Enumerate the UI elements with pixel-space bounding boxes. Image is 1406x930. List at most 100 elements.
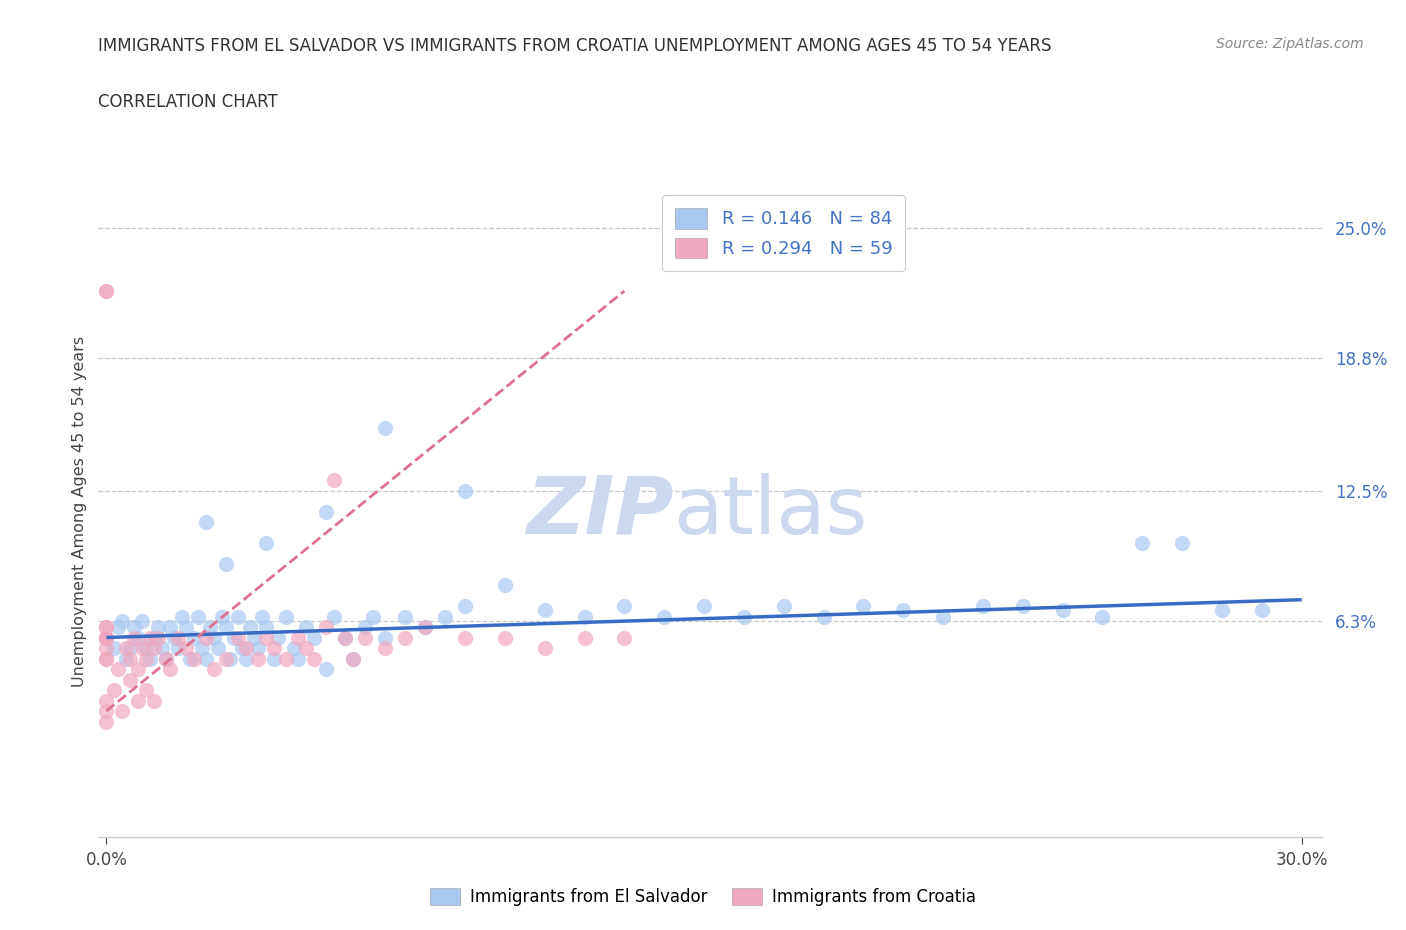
Point — [254, 536, 277, 551]
Point — [454, 599, 477, 614]
Point — [1250, 603, 1272, 618]
Point — [183, 630, 205, 644]
Point — [115, 651, 138, 666]
Point — [852, 599, 875, 614]
Point — [813, 609, 835, 624]
Point — [274, 651, 297, 666]
Point — [533, 603, 555, 618]
Point — [96, 651, 118, 666]
Point — [413, 619, 436, 634]
Point — [124, 619, 146, 634]
Point — [219, 651, 242, 666]
Point — [363, 609, 385, 624]
Point — [267, 630, 290, 644]
Point — [96, 651, 118, 666]
Point — [239, 619, 262, 634]
Point — [263, 641, 285, 656]
Point — [335, 630, 357, 644]
Legend: Immigrants from El Salvador, Immigrants from Croatia: Immigrants from El Salvador, Immigrants … — [423, 881, 983, 912]
Point — [211, 609, 233, 624]
Point — [191, 641, 214, 656]
Point — [302, 630, 325, 644]
Point — [215, 619, 238, 634]
Point — [354, 619, 377, 634]
Point — [693, 599, 716, 614]
Point — [202, 630, 225, 644]
Point — [96, 630, 118, 644]
Point — [107, 619, 129, 634]
Point — [1052, 603, 1074, 618]
Point — [294, 619, 316, 634]
Point — [250, 609, 273, 624]
Point — [574, 630, 596, 644]
Point — [107, 661, 129, 676]
Point — [315, 661, 337, 676]
Point — [302, 651, 325, 666]
Point — [120, 641, 142, 656]
Point — [226, 630, 249, 644]
Point — [574, 609, 596, 624]
Point — [454, 630, 477, 644]
Point — [148, 619, 170, 634]
Point — [322, 472, 344, 487]
Point — [139, 630, 162, 644]
Text: IMMIGRANTS FROM EL SALVADOR VS IMMIGRANTS FROM CROATIA UNEMPLOYMENT AMONG AGES 4: IMMIGRANTS FROM EL SALVADOR VS IMMIGRANT… — [98, 37, 1052, 55]
Point — [1211, 603, 1233, 618]
Point — [231, 641, 253, 656]
Y-axis label: Unemployment Among Ages 45 to 54 years: Unemployment Among Ages 45 to 54 years — [72, 336, 87, 687]
Point — [96, 619, 118, 634]
Point — [246, 651, 269, 666]
Point — [96, 641, 118, 656]
Point — [287, 630, 309, 644]
Point — [1130, 536, 1153, 551]
Point — [111, 704, 134, 719]
Point — [172, 609, 194, 624]
Point — [195, 651, 218, 666]
Point — [150, 641, 173, 656]
Point — [413, 619, 436, 634]
Point — [103, 641, 125, 656]
Point — [183, 651, 205, 666]
Point — [139, 651, 162, 666]
Point — [174, 619, 197, 634]
Point — [111, 613, 134, 628]
Text: ZIP: ZIP — [526, 472, 673, 551]
Point — [96, 630, 118, 644]
Point — [96, 630, 118, 644]
Point — [207, 641, 229, 656]
Point — [103, 683, 125, 698]
Point — [143, 693, 166, 708]
Point — [342, 651, 364, 666]
Point — [1011, 599, 1033, 614]
Point — [96, 284, 118, 299]
Point — [652, 609, 675, 624]
Point — [187, 609, 209, 624]
Point — [533, 641, 555, 656]
Legend: R = 0.146   N = 84, R = 0.294   N = 59: R = 0.146 N = 84, R = 0.294 N = 59 — [662, 195, 905, 271]
Point — [283, 641, 305, 656]
Point — [120, 672, 142, 687]
Point — [613, 630, 636, 644]
Point — [374, 641, 396, 656]
Point — [254, 619, 277, 634]
Point — [246, 641, 269, 656]
Point — [135, 651, 157, 666]
Point — [179, 651, 201, 666]
Point — [374, 630, 396, 644]
Point — [235, 641, 257, 656]
Point — [131, 641, 153, 656]
Point — [155, 651, 177, 666]
Point — [163, 630, 186, 644]
Point — [235, 651, 257, 666]
Point — [494, 630, 516, 644]
Point — [215, 556, 238, 571]
Point — [287, 651, 309, 666]
Point — [159, 619, 181, 634]
Point — [733, 609, 755, 624]
Point — [315, 504, 337, 519]
Point — [96, 630, 118, 644]
Text: Source: ZipAtlas.com: Source: ZipAtlas.com — [1216, 37, 1364, 51]
Point — [127, 693, 149, 708]
Point — [143, 630, 166, 644]
Point — [195, 630, 218, 644]
